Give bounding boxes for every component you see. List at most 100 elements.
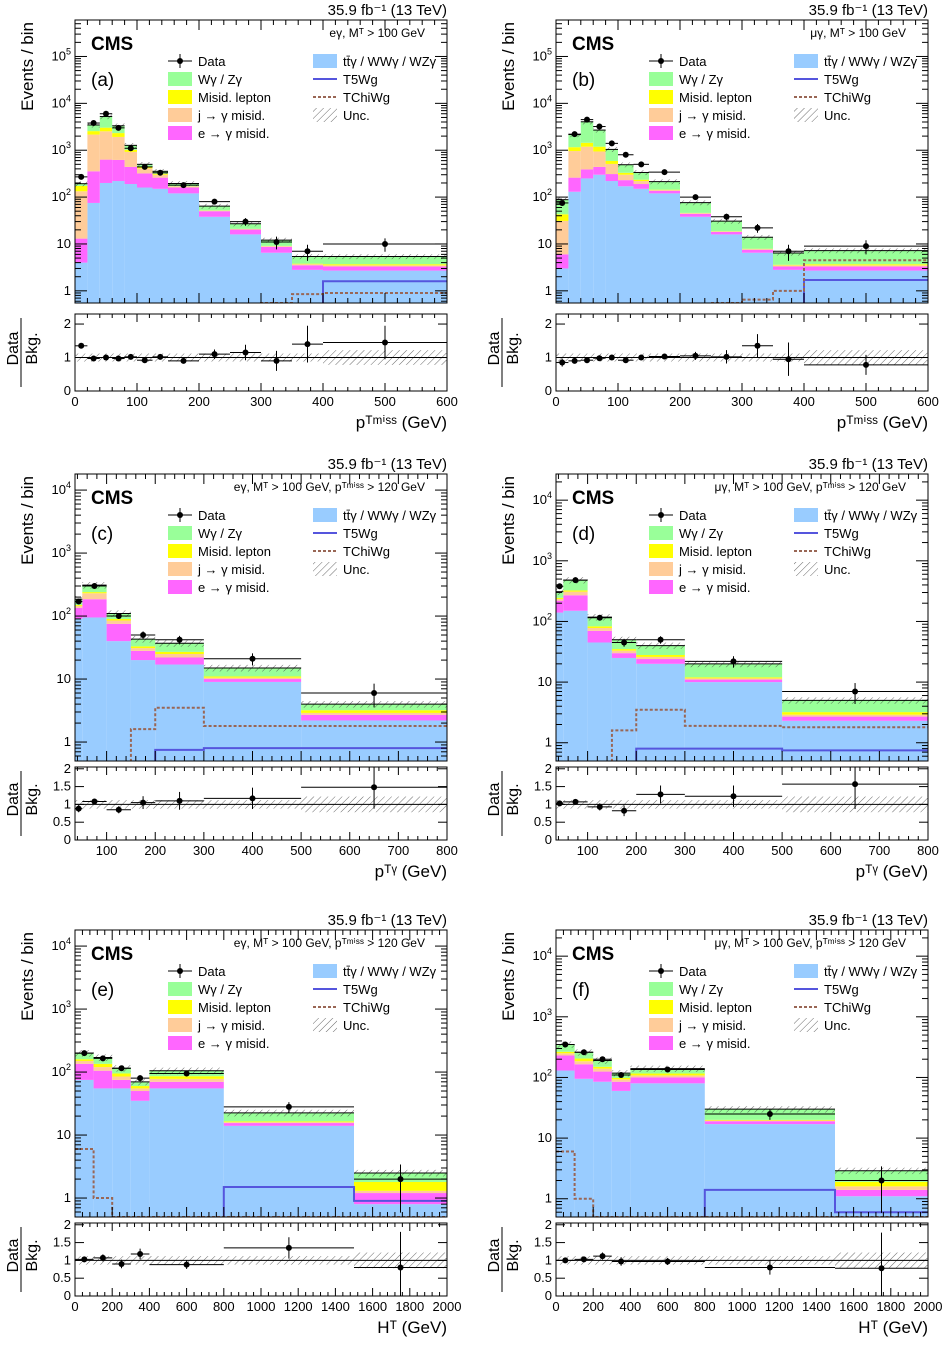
stack-bar-misid (93, 1063, 113, 1068)
stack-bar-misid (636, 654, 685, 657)
data-point (596, 614, 603, 621)
stack-bar-jg (611, 650, 637, 654)
legend-label-jg: j → γ misid. (197, 1018, 265, 1033)
stack-bar-jg (152, 174, 168, 178)
stack-bar-jg (680, 213, 711, 214)
chart-panel-1: 1 10 102 103 104 105 0 100 200 300 400 500 600 0 1 2 35.… (5, 2, 458, 432)
legend-label-unc: Unc. (343, 1018, 370, 1033)
y-tick-label: 1 (64, 1190, 71, 1205)
x-tick-label: 300 (193, 843, 215, 858)
ratio-point (638, 354, 645, 361)
stack-bar-eg (112, 1079, 131, 1089)
ratio-label-bkg: Bkg. (24, 1239, 41, 1271)
stack-bar-ttg (568, 191, 581, 303)
legend-label-t5: T5Wg (343, 982, 378, 997)
ratio-y-tick-label: 2 (64, 316, 71, 331)
ratio-y-tick-label: 1.5 (53, 1235, 71, 1250)
data-point (580, 1049, 587, 1056)
x-tick-label: 100 (577, 843, 599, 858)
stack-bar-eg (556, 254, 569, 269)
stack-bar-wg (580, 121, 594, 143)
main-frame (74, 473, 448, 762)
luminosity-label: 35.9 fb⁻¹ (13 TeV) (328, 456, 447, 473)
y-tick-label: 102 (533, 611, 552, 628)
cms-label: CMS (572, 34, 614, 55)
data-point (638, 161, 645, 168)
legend-swatch-wg (649, 526, 673, 540)
selection-label: μγ, Mᵀ > 100 GeV, pᵀᵐⁱˢˢ > 120 GeV (715, 936, 906, 950)
x-axis-label: pᵀᵐⁱˢˢ (GeV) (356, 413, 447, 432)
panel-label: (b) (572, 70, 595, 91)
ratio-label-data: Data (5, 1239, 22, 1273)
stack-bar-wg (587, 617, 612, 627)
stack-bar-ttg (82, 617, 107, 761)
stack-bar-misid (630, 1073, 705, 1076)
ratio-point (140, 799, 147, 806)
ratio-y-tick-label: 2 (545, 316, 552, 331)
stack-bar-eg (168, 187, 199, 194)
legend-label-tchi: TChiWg (824, 90, 871, 105)
stack-bar-jg (301, 712, 447, 715)
data-point (99, 1055, 106, 1062)
stack-bar-jg (636, 656, 685, 660)
stack-bar-jg (149, 1078, 224, 1082)
stack-bar-jg (112, 1076, 131, 1080)
y-tick-label: 1 (545, 735, 552, 750)
x-tick-label: 500 (290, 843, 312, 858)
stack-bar-misid (112, 1073, 131, 1077)
x-axis-label: pᵀᵞ (GeV) (856, 862, 928, 881)
data-point (91, 583, 98, 590)
stack-bar-eg (649, 190, 680, 194)
ratio-point (304, 341, 311, 348)
luminosity-label: 35.9 fb⁻¹ (13 TeV) (809, 912, 928, 929)
legend-label-unc: Unc. (343, 562, 370, 577)
x-tick-label: 1400 (802, 1299, 831, 1314)
y-tick-label: 103 (52, 543, 71, 560)
signal-tchiwg-line (556, 1150, 928, 1217)
stack-bar-jg (618, 174, 634, 181)
data-point (140, 632, 147, 639)
stack-bar-wg (742, 237, 773, 249)
legend-label-t5: T5Wg (343, 526, 378, 541)
data-point (572, 577, 579, 584)
legend-label-misid: Misid. lepton (198, 90, 271, 105)
data-point (664, 1066, 671, 1073)
ratio-point (115, 355, 122, 362)
ratio-point (78, 342, 85, 349)
data-point (878, 1177, 885, 1184)
ratio-point (249, 795, 256, 802)
y-tick-label: 10 (57, 1127, 71, 1142)
stack-bar-jg (574, 1061, 594, 1065)
stack-bar-wg (556, 1044, 575, 1052)
stack-bar-eg (152, 177, 168, 189)
stack-bar-eg (301, 714, 447, 721)
x-tick-label: 400 (793, 394, 815, 409)
x-tick-label: 300 (731, 394, 753, 409)
data-point (382, 240, 388, 247)
stack-bar-jg (75, 1060, 94, 1064)
stack-bar-ttg (152, 188, 168, 303)
stack-bar-misid (556, 597, 564, 599)
legend-swatch-eg (168, 580, 192, 594)
cms-label: CMS (572, 944, 614, 965)
ratio-point (754, 342, 761, 349)
ratio-point (621, 807, 628, 814)
stack-bar-eg (636, 659, 685, 664)
y-axis-label: Events / bin (499, 932, 518, 1021)
ratio-label-bkg: Bkg. (24, 783, 41, 815)
stack-bar-eg (782, 716, 928, 721)
stack-bar-misid (556, 214, 569, 221)
stack-bar-ttg (593, 174, 606, 303)
legend-swatch-wg (168, 72, 192, 86)
stack-bar-eg (261, 246, 292, 253)
stack-bar-jg (112, 136, 125, 160)
stack-bar-eg (137, 173, 153, 188)
ratio-y-tick-label: 1 (64, 350, 71, 365)
x-tick-label: 300 (250, 394, 272, 409)
stack-bar-wg (203, 667, 302, 677)
main-frame (555, 473, 929, 762)
y-tick-label: 104 (52, 93, 71, 110)
legend-label-ttg: tt̄γ / WWγ / WZγ (824, 54, 918, 69)
data-point (157, 169, 164, 176)
stack-bar-misid (130, 1086, 150, 1089)
